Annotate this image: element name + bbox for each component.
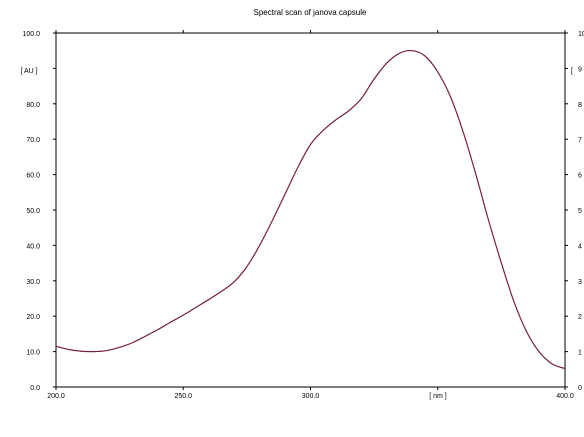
right-tick-label: 9 xyxy=(578,66,582,73)
y-axis-label: [ AU ] xyxy=(20,68,37,75)
y-tick-label: 0.0 xyxy=(30,385,40,392)
y-tick-label: 70.0 xyxy=(26,137,40,144)
right-tick-label: 3 xyxy=(578,279,582,286)
x-tick-label: 200.0 xyxy=(47,393,65,400)
y-tick-label: 40.0 xyxy=(26,243,40,250)
right-axis-label: [ xyxy=(571,68,573,75)
right-tick-label: 4 xyxy=(578,243,582,250)
right-tick-label: 1 xyxy=(578,350,582,357)
y-tick-label: 50.0 xyxy=(26,208,40,215)
x-axis: 200.0 250.0 300.0 400.0 xyxy=(47,30,574,400)
right-tick-label: 2 xyxy=(578,314,582,321)
chart-title: Spectral scan of janova capsule xyxy=(254,8,368,17)
y-tick-label: 30.0 xyxy=(26,279,40,286)
right-tick-label: 6 xyxy=(578,173,582,180)
y-tick-label: 10.0 xyxy=(26,350,40,357)
x-axis-label: [ nm ] xyxy=(429,393,447,400)
right-tick-label: 7 xyxy=(578,137,582,144)
x-tick-label: 300.0 xyxy=(302,393,320,400)
plot-frame xyxy=(55,32,566,388)
right-axis: 0 1 2 3 4 5 6 7 8 9 10 xyxy=(565,31,584,392)
right-tick-label: 0 xyxy=(578,385,582,392)
y-tick-label: 20.0 xyxy=(26,314,40,321)
right-tick-label: 5 xyxy=(578,208,582,215)
x-tick-label: 250.0 xyxy=(174,393,192,400)
right-tick-label: 10 xyxy=(578,31,584,38)
y-axis: 0.0 10.0 20.0 30.0 40.0 50.0 60.0 70.0 80.0 100.0 xyxy=(22,31,56,392)
right-tick-label: 8 xyxy=(578,102,582,109)
y-tick-label: 80.0 xyxy=(26,102,40,109)
y-tick-label: 100.0 xyxy=(22,31,40,38)
x-tick-label: 400.0 xyxy=(556,393,574,400)
series-line-absorbance xyxy=(55,49,566,370)
y-tick-label: 60.0 xyxy=(26,173,40,180)
